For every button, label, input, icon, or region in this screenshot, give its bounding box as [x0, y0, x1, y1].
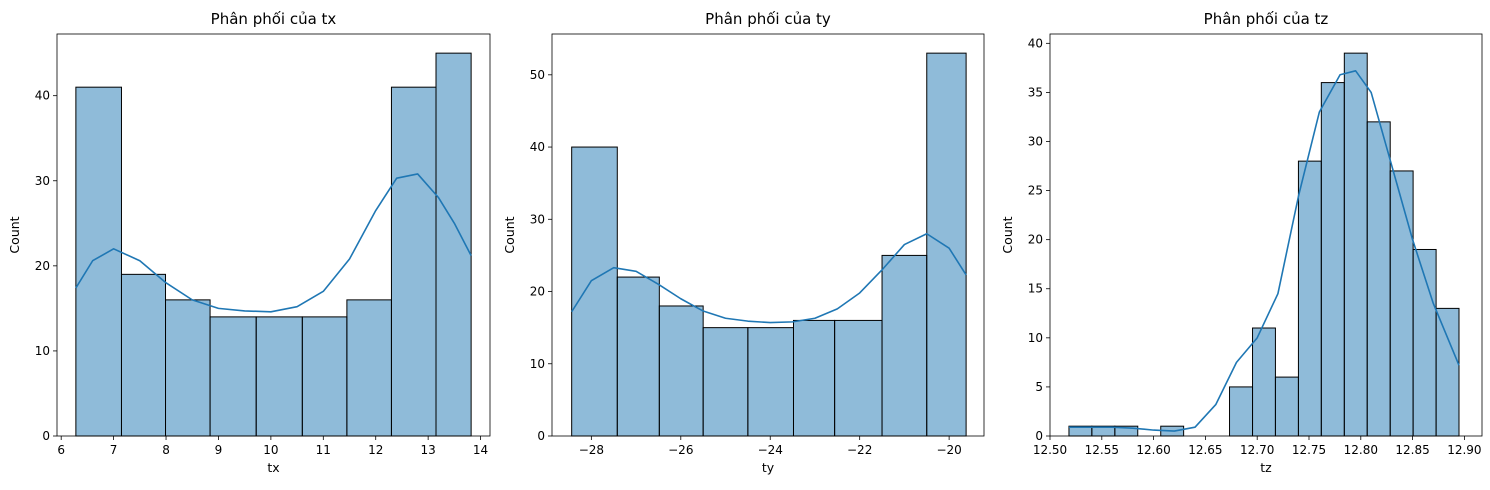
x-tick-label: 12.70 [1240, 443, 1274, 457]
x-axis-label: tz [1260, 460, 1272, 475]
kde-line [571, 232, 967, 324]
histogram-bar [165, 299, 211, 437]
x-tick-label: −20 [936, 443, 961, 457]
subplot-3: 12.50 12.55 12.60 12.65 12.70 12.75 12.80 12.85… [1000, 10, 1483, 475]
x-tick-label: 14 [473, 443, 488, 457]
histogram-bar [658, 305, 704, 437]
axes-frame [551, 33, 985, 437]
histogram-bar [834, 319, 883, 437]
x-tick-label: 12.90 [1447, 443, 1481, 457]
y-axis-label: Count [1000, 216, 1015, 253]
histogram-bar [1229, 386, 1254, 437]
x-tick-label: −26 [668, 443, 693, 457]
y-tick-label: 20 [35, 259, 50, 273]
chart-title: Phân phối của tz [1204, 10, 1329, 28]
x-tick-label: 7 [110, 443, 118, 457]
histogram-bar [571, 146, 618, 437]
x-tick-label: 12.75 [1292, 443, 1326, 457]
y-tick-label: 5 [1035, 380, 1043, 394]
chart-title: Phân phối của ty [705, 10, 831, 28]
histogram-bar [209, 316, 257, 437]
x-tick-label: 11 [316, 443, 331, 457]
histogram-bar [120, 273, 167, 437]
x-tick-label: 12.55 [1085, 443, 1119, 457]
y-tick-label: 30 [1028, 134, 1043, 148]
histogram-bar [390, 86, 437, 437]
histogram-bar [1389, 170, 1414, 437]
x-tick-label: 12 [368, 443, 383, 457]
histogram-bar [702, 327, 749, 437]
y-tick-label: 50 [530, 68, 545, 82]
x-tick-label: −28 [579, 443, 604, 457]
histogram-bar [926, 52, 967, 437]
y-tick-label: 0 [537, 429, 545, 443]
y-tick-label: 35 [1028, 85, 1043, 99]
y-tick-label: 20 [530, 285, 545, 299]
axes-frame [1049, 33, 1483, 437]
y-tick-label: 10 [530, 357, 545, 371]
y-tick-label: 10 [1028, 331, 1043, 345]
kde-line [75, 173, 472, 313]
axes-frame [56, 33, 491, 437]
histogram-bar [1274, 376, 1299, 437]
y-axis-label: Count [7, 216, 22, 253]
x-tick-label: 13 [421, 443, 436, 457]
x-tick-label: 10 [263, 443, 278, 457]
x-tick-label: 12.50 [1033, 443, 1067, 457]
subplot-2: −28 −26 −24 −22 −20 0 10 20 30 40 50 Phân phối của … [502, 10, 985, 475]
histogram-bar [1252, 327, 1276, 437]
x-tick-label: 9 [215, 443, 223, 457]
histogram-bar [1343, 52, 1368, 437]
x-tick-label: −22 [847, 443, 872, 457]
x-tick-label: 12.60 [1136, 443, 1170, 457]
x-axis-label: ty [762, 460, 775, 475]
x-tick-label: 12.80 [1344, 443, 1378, 457]
histogram-bar [1435, 307, 1460, 437]
chart-title: Phân phối của tx [211, 10, 337, 28]
histogram-bar [346, 299, 392, 437]
x-tick-label: 12.65 [1188, 443, 1222, 457]
histogram-bar [301, 316, 348, 437]
x-axis-label: tx [267, 460, 279, 475]
histogram-bar [881, 254, 928, 437]
y-tick-label: 15 [1028, 282, 1043, 296]
x-tick-label: 6 [57, 443, 65, 457]
histogram-bar [255, 316, 303, 437]
x-tick-label: 8 [162, 443, 170, 457]
histogram-bar [1320, 82, 1345, 437]
x-tick-label: −24 [758, 443, 783, 457]
y-tick-label: 0 [1035, 429, 1043, 443]
histogram-bar [1297, 160, 1322, 437]
y-axis-label: Count [502, 216, 517, 253]
histogram-bar [75, 86, 122, 437]
y-tick-label: 0 [42, 429, 50, 443]
histogram-bar [747, 327, 794, 437]
histogram-bar [1366, 121, 1391, 437]
y-tick-label: 10 [35, 344, 50, 358]
y-tick-label: 40 [35, 89, 50, 103]
y-tick-label: 40 [1028, 36, 1043, 50]
y-tick-label: 20 [1028, 233, 1043, 247]
y-tick-label: 40 [530, 140, 545, 154]
histogram-bar [792, 319, 836, 437]
y-tick-label: 30 [35, 174, 50, 188]
y-tick-label: 30 [530, 212, 545, 226]
subplot-1: 6 7 8 9 10 11 12 13 14 0 10 20 30 40 Phân phối của tx t… [7, 10, 491, 475]
histogram-bar [616, 276, 660, 437]
kde-line [1068, 70, 1460, 432]
x-tick-label: 12.85 [1395, 443, 1429, 457]
y-tick-label: 25 [1028, 184, 1043, 198]
